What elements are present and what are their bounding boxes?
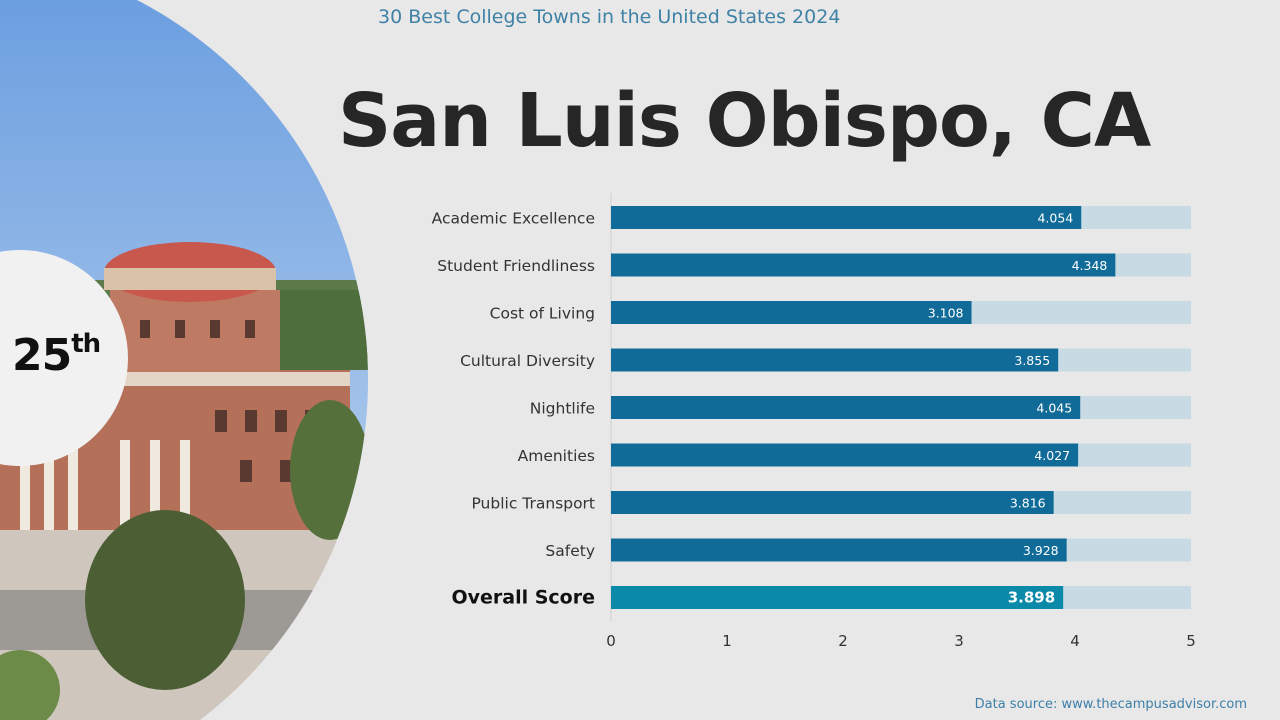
category-label: Nightlife — [530, 400, 595, 418]
rank-badge: 25th — [12, 329, 101, 381]
x-tick-label: 1 — [722, 632, 732, 650]
category-label: Cost of Living — [490, 305, 595, 323]
category-label: Safety — [545, 542, 595, 560]
value-label: 3.108 — [928, 306, 964, 321]
bar — [611, 206, 1082, 229]
rank-suffix: th — [71, 329, 101, 359]
bar — [611, 253, 1116, 277]
bar — [611, 443, 1079, 467]
data-source: Data source: www.thecampusadvisor.com — [974, 697, 1247, 712]
rank-circle — [0, 250, 128, 466]
category-label: Public Transport — [471, 495, 595, 513]
category-label: Amenities — [518, 447, 595, 465]
value-label: 4.045 — [1036, 401, 1072, 416]
bar — [611, 348, 1059, 372]
bar — [611, 491, 1054, 514]
x-tick-label: 4 — [1070, 632, 1080, 650]
value-label: 4.027 — [1034, 448, 1070, 463]
x-tick-label: 5 — [1186, 632, 1196, 650]
city-title: San Luis Obispo, CA — [338, 78, 1151, 164]
bar — [611, 538, 1067, 562]
value-label: 4.054 — [1037, 211, 1073, 226]
category-label: Overall Score — [451, 587, 595, 609]
x-tick-label: 0 — [606, 632, 616, 650]
x-tick-label: 3 — [954, 632, 964, 650]
value-label: 3.855 — [1014, 353, 1050, 368]
category-label: Student Friendliness — [437, 257, 595, 275]
rank-number: 25 — [12, 330, 72, 381]
bar — [611, 396, 1081, 419]
value-label: 3.928 — [1023, 543, 1059, 558]
category-label: Academic Excellence — [432, 210, 595, 228]
category-label: Cultural Diversity — [460, 352, 595, 370]
x-tick-label: 2 — [838, 632, 848, 650]
bar — [611, 586, 1064, 609]
bar — [611, 301, 972, 324]
page-supertitle: 30 Best College Towns in the United Stat… — [378, 6, 841, 28]
value-label: 4.348 — [1072, 258, 1108, 273]
value-label: 3.898 — [1008, 589, 1055, 607]
value-label: 3.816 — [1010, 496, 1046, 511]
